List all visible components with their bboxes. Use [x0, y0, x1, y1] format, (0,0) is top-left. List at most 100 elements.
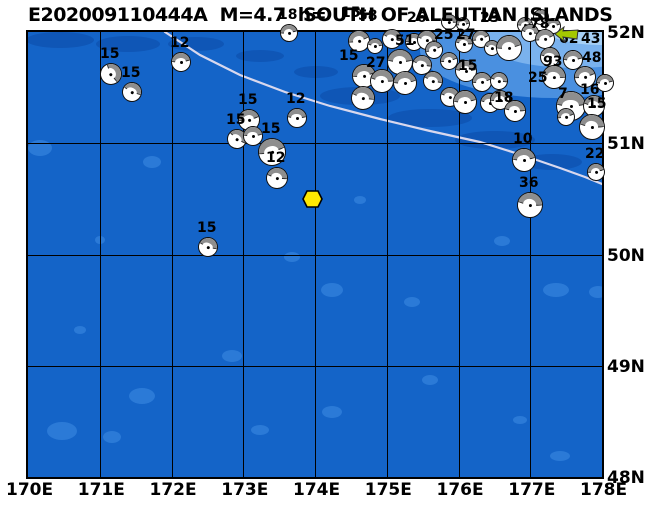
depth-label: 25: [528, 70, 548, 86]
bathymetry-blob: [422, 375, 438, 385]
depth-label: 27: [456, 27, 476, 43]
depth-label: 15: [121, 65, 141, 81]
beachball-center-dot: [590, 125, 594, 129]
beachball-center-dot: [513, 109, 517, 113]
lon-tick-label: 171E: [77, 480, 125, 500]
bathymetry-blob: [543, 283, 569, 297]
beachball-center-dot: [295, 116, 299, 120]
focal-mechanism-beachball: [287, 108, 307, 128]
bathymetry-blob: [455, 131, 535, 149]
beachball-center-dot: [275, 176, 279, 180]
bathymetry-blob: [322, 406, 342, 418]
lat-tick-label: 52N: [607, 23, 645, 43]
region-title: SOUTH OF ALEUTIAN ISLANDS: [303, 4, 613, 26]
depth-label: 12: [286, 91, 306, 107]
depth-label: 26: [407, 10, 427, 26]
depth-label: 12: [170, 35, 190, 51]
beachball-center-dot: [464, 69, 468, 73]
beachball-center-dot: [373, 44, 377, 48]
lon-tick-label: 177E: [508, 480, 556, 500]
depth-label: 51: [395, 33, 415, 49]
trench-line: [163, 32, 602, 186]
green-arrow-icon: [554, 26, 579, 44]
depth-label: 78: [530, 16, 550, 32]
depth-label: 18: [278, 7, 298, 23]
lat-tick-label: 48N: [607, 468, 645, 488]
depth-label: 15: [100, 46, 120, 62]
depth-label: 48: [582, 50, 602, 66]
bathymetry-blob: [354, 196, 366, 204]
beachball-center-dot: [398, 60, 402, 64]
depth-label: 15: [587, 96, 607, 112]
beachball-center-dot: [594, 170, 598, 174]
bathymetry-blob: [129, 388, 155, 404]
lon-tick-label: 178E: [580, 480, 628, 500]
depth-label: 15: [341, 5, 361, 21]
beachball-center-dot: [251, 134, 255, 138]
title-gap2: [286, 4, 298, 26]
lon-tick-label: 170E: [6, 480, 54, 500]
beachball-center-dot: [522, 158, 526, 162]
depth-label: 23: [480, 10, 500, 26]
lat-tick-label: 49N: [607, 356, 645, 377]
depth-label: 15: [226, 112, 246, 128]
lon-tick-label: 174E: [293, 480, 341, 500]
depth-label: 36: [519, 175, 539, 191]
lon-tick-label: 172E: [149, 480, 197, 500]
bathymetry-blob: [103, 431, 121, 443]
bathymetry-blob: [404, 297, 420, 307]
beachball-center-dot: [507, 46, 511, 50]
lon-tick-label: 173E: [221, 480, 269, 500]
depth-label: 15: [458, 58, 478, 74]
grid-line-lat: [28, 143, 602, 145]
depth-label: 27: [366, 55, 386, 71]
beachball-center-dot: [490, 46, 494, 50]
grid-line-lat: [28, 254, 602, 256]
bathymetry-blob: [28, 32, 94, 48]
event-epicenter-marker: [302, 190, 323, 208]
depth-label: 93: [543, 54, 563, 70]
depth-label: 15: [261, 121, 281, 137]
event-magnitude: M=4.7: [219, 4, 287, 26]
lon-tick-label: 176E: [436, 480, 484, 500]
title-gap1: [207, 4, 219, 26]
bathymetry-blob: [550, 451, 570, 461]
depth-label: 15: [197, 220, 217, 236]
event-id: E202009110444A: [28, 4, 208, 26]
lat-tick-label: 51N: [607, 134, 645, 155]
depth-label: 22: [585, 146, 605, 162]
depth-label: 10: [513, 131, 533, 147]
bathymetry-blob: [74, 326, 86, 334]
depth-label: 15: [238, 92, 258, 108]
bathymetry-blob: [236, 50, 284, 62]
bathymetry-blob: [168, 37, 224, 51]
lon-tick-label: 175E: [364, 480, 412, 500]
bathymetry-blob: [143, 156, 161, 168]
bathymetry-blob: [388, 109, 472, 127]
depth-label: 18: [494, 90, 514, 106]
bathymetry-blob: [494, 236, 510, 246]
depth-label: 12: [266, 150, 286, 166]
beachball-center-dot: [448, 95, 452, 99]
bathymetry-blob: [251, 425, 269, 435]
beachball-center-dot: [403, 81, 407, 85]
beachball-center-dot: [463, 100, 467, 104]
beachball-center-dot: [425, 38, 429, 42]
bathymetry-blob: [96, 36, 160, 52]
map-frame-border: [26, 30, 604, 479]
depth-label: 7: [558, 86, 568, 102]
beachball-center-dot: [247, 118, 251, 122]
beachball-center-dot: [447, 59, 451, 63]
bathymetry-blob: [47, 422, 77, 440]
bathymetry-blob: [321, 283, 343, 297]
beachball-center-dot: [552, 75, 556, 79]
bathymetry-blob: [513, 416, 527, 424]
bathymetry-blob: [222, 350, 242, 362]
depth-label: 58: [358, 8, 378, 24]
event-depth-prefix: h=: [297, 4, 327, 26]
bathymetry-blob: [294, 66, 338, 78]
beachball-center-dot: [583, 75, 587, 79]
beachball-center-dot: [603, 81, 607, 85]
lat-tick-label: 50N: [607, 245, 645, 266]
